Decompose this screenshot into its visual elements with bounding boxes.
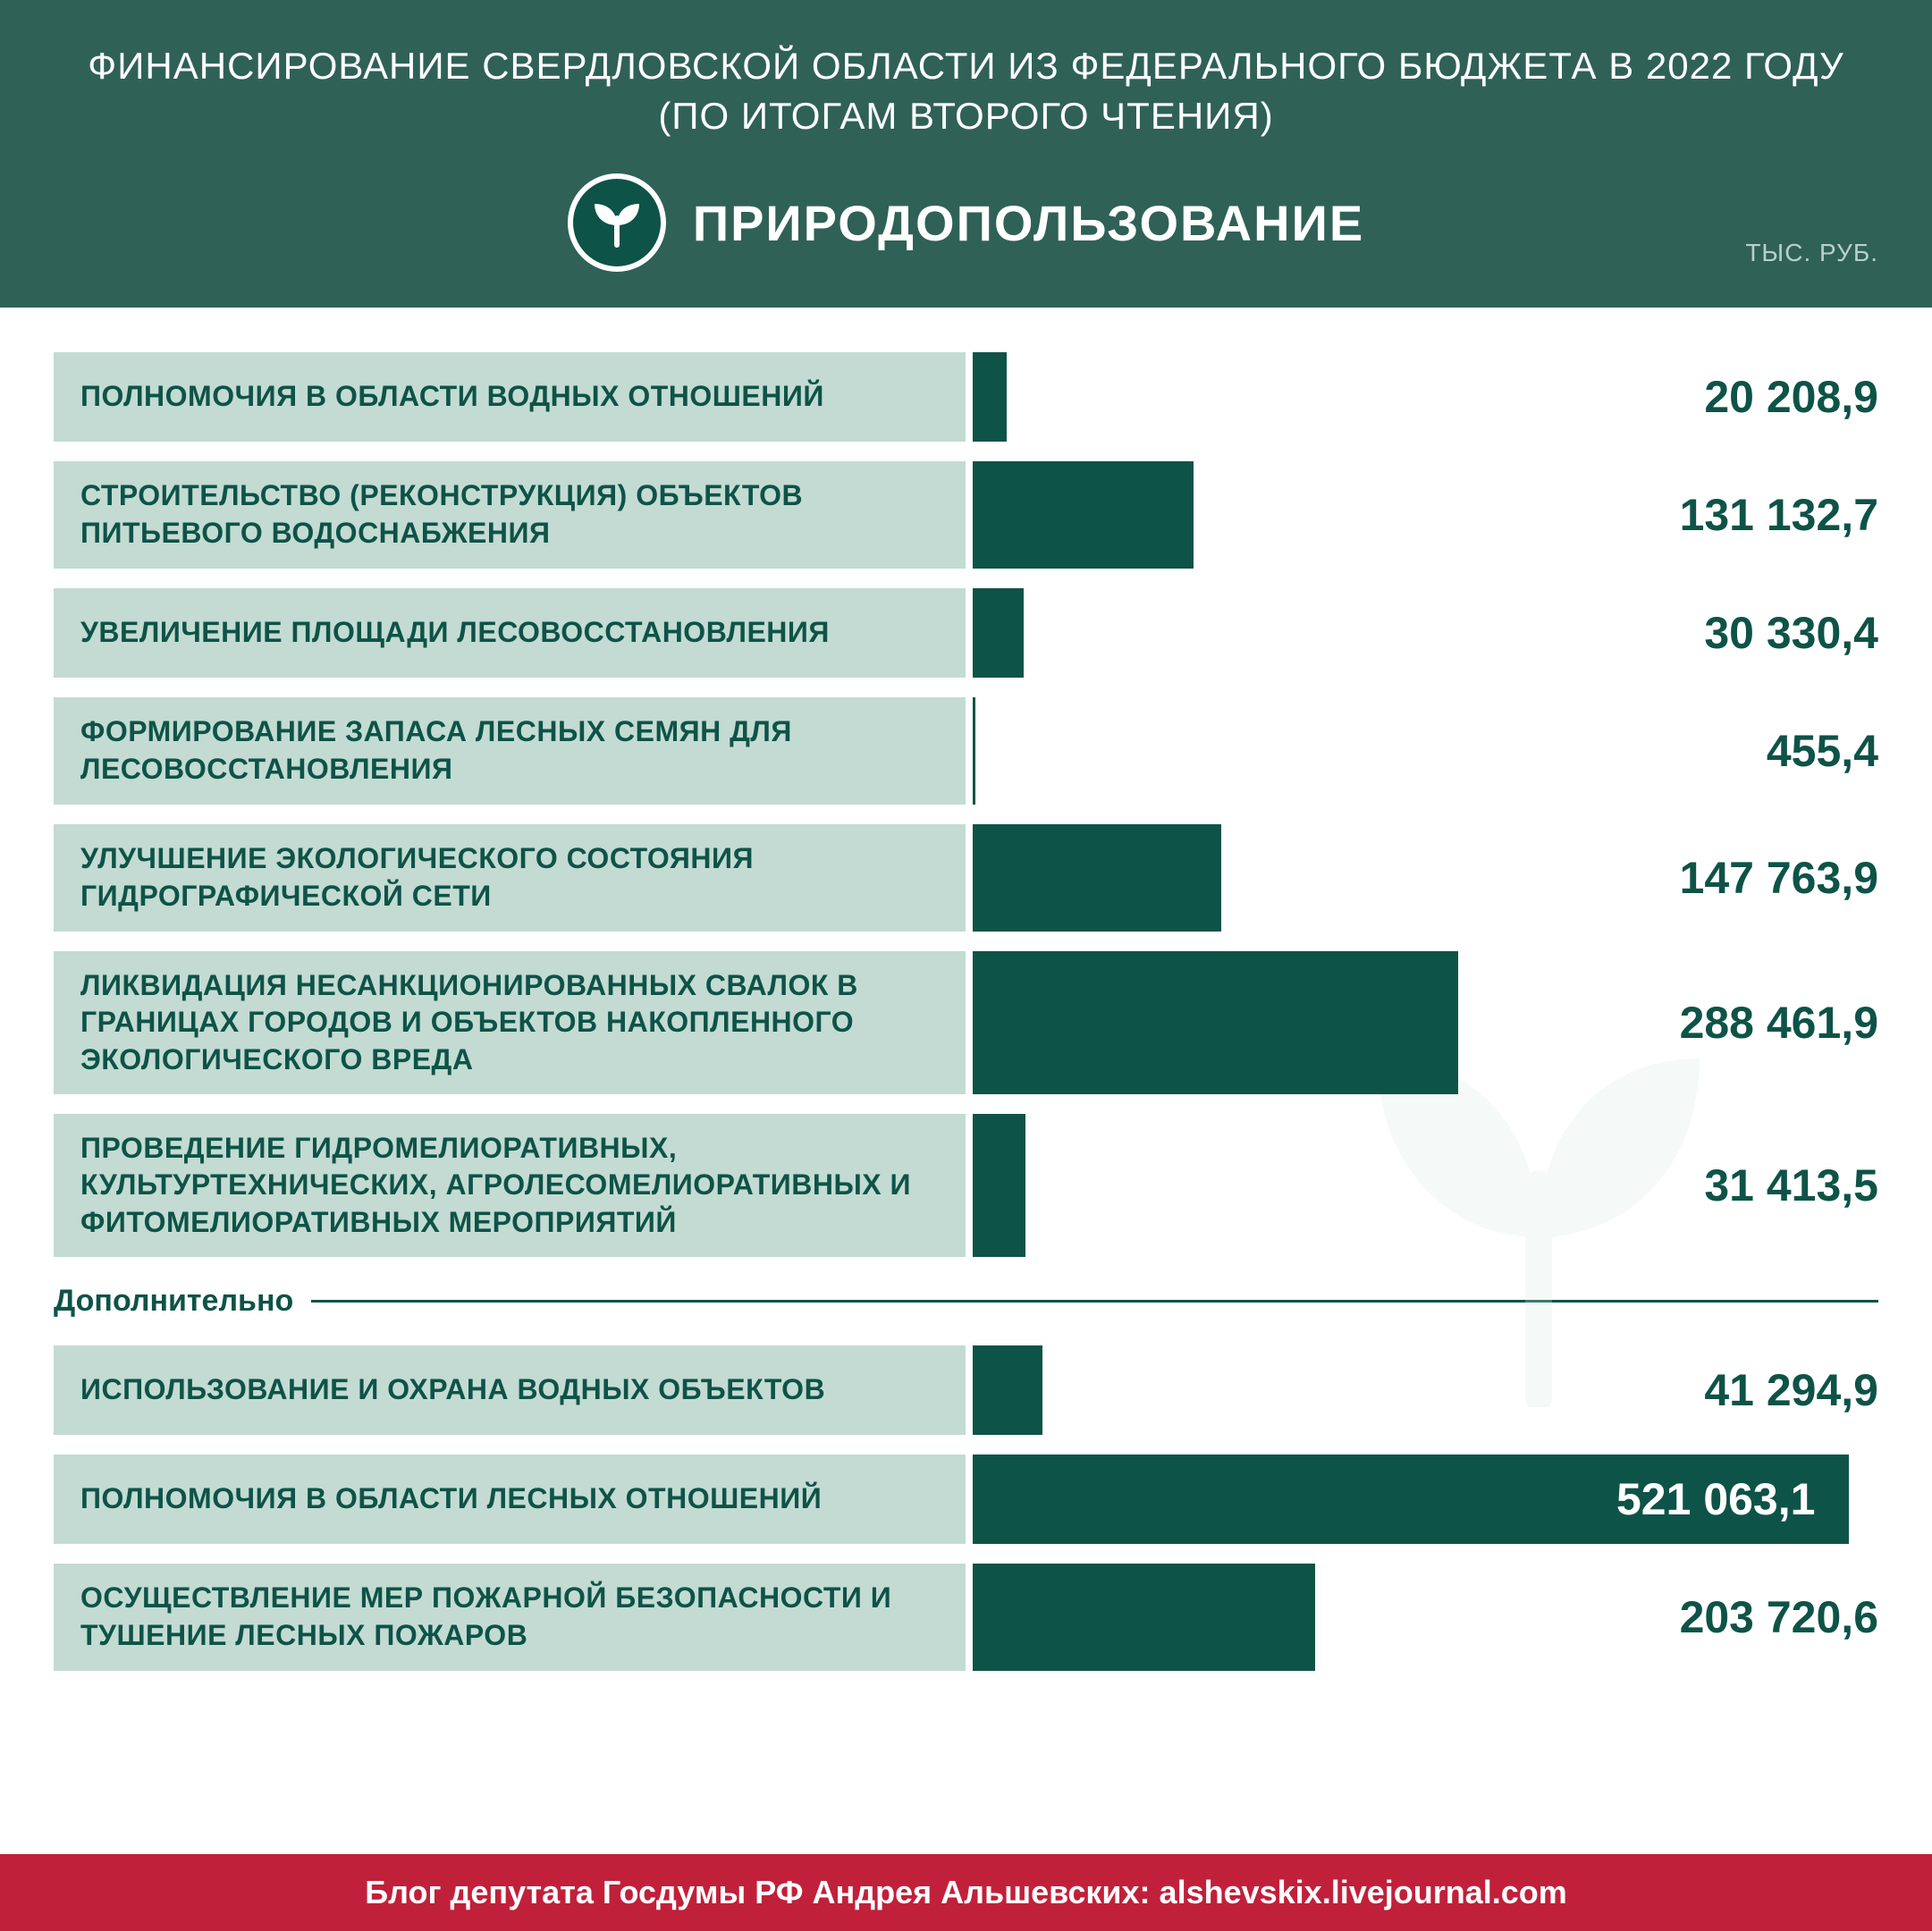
chart-row: ФОРМИРОВАНИЕ ЗАПАСА ЛЕСНЫХ СЕМЯН ДЛЯ ЛЕС… xyxy=(54,697,1878,805)
row-label: ОСУЩЕСТВЛЕНИЕ МЕР ПОЖАРНОЙ БЕЗОПАСНОСТИ … xyxy=(54,1564,966,1671)
bar-area: 20 208,9 xyxy=(966,352,1878,442)
row-value: 30 330,4 xyxy=(1704,607,1878,659)
chart-content: ПОЛНОМОЧИЯ В ОБЛАСТИ ВОДНЫХ ОТНОШЕНИЙ 20 … xyxy=(0,308,1932,1726)
row-value: 521 063,1 xyxy=(1616,1473,1815,1525)
chart-row: ПОЛНОМОЧИЯ В ОБЛАСТИ ЛЕСНЫХ ОТНОШЕНИЙ 521… xyxy=(54,1455,1878,1544)
row-label: ПРОВЕДЕНИЕ ГИДРОМЕЛИОРАТИВНЫХ, КУЛЬТУРТЕ… xyxy=(54,1114,966,1257)
row-value: 203 720,6 xyxy=(1680,1591,1878,1643)
chart-row: ИСПОЛЬЗОВАНИЕ И ОХРАНА ВОДНЫХ ОБЪЕКТОВ 41… xyxy=(54,1345,1878,1435)
row-value: 20 208,9 xyxy=(1704,371,1878,423)
row-value: 147 763,9 xyxy=(1680,852,1878,904)
main-rows: ПОЛНОМОЧИЯ В ОБЛАСТИ ВОДНЫХ ОТНОШЕНИЙ 20 … xyxy=(54,352,1878,1257)
row-label: УВЕЛИЧЕНИЕ ПЛОЩАДИ ЛЕСОВОССТАНОВЛЕНИЯ xyxy=(54,588,966,678)
bar-area: 31 413,5 xyxy=(966,1114,1878,1257)
bar-area: 147 763,9 xyxy=(966,824,1878,932)
row-value: 41 294,9 xyxy=(1704,1364,1878,1416)
row-label: ПОЛНОМОЧИЯ В ОБЛАСТИ ЛЕСНЫХ ОТНОШЕНИЙ xyxy=(54,1455,966,1544)
row-value: 455,4 xyxy=(1767,725,1878,777)
row-label: ЛИКВИДАЦИЯ НЕСАНКЦИОНИРОВАННЫХ СВАЛОК В … xyxy=(54,951,966,1094)
divider-row: Дополнительно xyxy=(54,1284,1878,1319)
row-value: 31 413,5 xyxy=(1704,1159,1878,1211)
sprout-icon xyxy=(568,173,666,272)
chart-row: УВЕЛИЧЕНИЕ ПЛОЩАДИ ЛЕСОВОССТАНОВЛЕНИЯ 30 … xyxy=(54,588,1878,678)
chart-row: СТРОИТЕЛЬСТВО (РЕКОНСТРУКЦИЯ) ОБЪЕКТОВ П… xyxy=(54,461,1878,569)
chart-row: ПОЛНОМОЧИЯ В ОБЛАСТИ ВОДНЫХ ОТНОШЕНИЙ 20 … xyxy=(54,352,1878,442)
bar xyxy=(973,1114,1025,1257)
header: ФИНАНСИРОВАНИЕ СВЕРДЛОВСКОЙ ОБЛАСТИ ИЗ Ф… xyxy=(0,0,1932,308)
footer-text: Блог депутата Госдумы РФ Андрея Альшевск… xyxy=(365,1874,1567,1910)
chart-row: ЛИКВИДАЦИЯ НЕСАНКЦИОНИРОВАННЫХ СВАЛОК В … xyxy=(54,951,1878,1094)
title-sub: (ПО ИТОГАМ ВТОРОГО ЧТЕНИЯ) xyxy=(54,95,1878,138)
divider-line xyxy=(311,1300,1878,1303)
bar-area: 203 720,6 xyxy=(966,1564,1878,1671)
bar-area: 288 461,9 xyxy=(966,951,1878,1094)
bar xyxy=(973,951,1458,1094)
bar-area: 41 294,9 xyxy=(966,1345,1878,1435)
divider-label: Дополнительно xyxy=(54,1284,293,1319)
bar-area: 521 063,1 xyxy=(966,1455,1878,1544)
chart-row: ПРОВЕДЕНИЕ ГИДРОМЕЛИОРАТИВНЫХ, КУЛЬТУРТЕ… xyxy=(54,1114,1878,1257)
units-label: ТЫС. РУБ. xyxy=(1745,239,1878,267)
row-label: ИСПОЛЬЗОВАНИЕ И ОХРАНА ВОДНЫХ ОБЪЕКТОВ xyxy=(54,1345,966,1435)
chart-row: УЛУЧШЕНИЕ ЭКОЛОГИЧЕСКОГО СОСТОЯНИЯ ГИДРО… xyxy=(54,824,1878,932)
bar xyxy=(973,697,975,805)
row-value: 131 132,7 xyxy=(1680,489,1878,541)
bar xyxy=(973,1564,1315,1671)
bar xyxy=(973,461,1194,569)
bar xyxy=(973,352,1007,442)
title-main: ФИНАНСИРОВАНИЕ СВЕРДЛОВСКОЙ ОБЛАСТИ ИЗ Ф… xyxy=(54,45,1878,88)
bar xyxy=(973,588,1024,678)
bar-area: 30 330,4 xyxy=(966,588,1878,678)
footer: Блог депутата Госдумы РФ Андрея Альшевск… xyxy=(0,1854,1932,1931)
bar-area: 131 132,7 xyxy=(966,461,1878,569)
row-label: УЛУЧШЕНИЕ ЭКОЛОГИЧЕСКОГО СОСТОЯНИЯ ГИДРО… xyxy=(54,824,966,932)
bar-area: 455,4 xyxy=(966,697,1878,805)
category-row: ПРИРОДОПОЛЬЗОВАНИЕ xyxy=(54,173,1878,272)
row-label: ФОРМИРОВАНИЕ ЗАПАСА ЛЕСНЫХ СЕМЯН ДЛЯ ЛЕС… xyxy=(54,697,966,805)
row-label: СТРОИТЕЛЬСТВО (РЕКОНСТРУКЦИЯ) ОБЪЕКТОВ П… xyxy=(54,461,966,569)
row-label: ПОЛНОМОЧИЯ В ОБЛАСТИ ВОДНЫХ ОТНОШЕНИЙ xyxy=(54,352,966,442)
row-value: 288 461,9 xyxy=(1680,997,1878,1049)
bar xyxy=(973,1345,1042,1435)
category-name: ПРИРОДОПОЛЬЗОВАНИЕ xyxy=(693,194,1364,252)
chart-row: ОСУЩЕСТВЛЕНИЕ МЕР ПОЖАРНОЙ БЕЗОПАСНОСТИ … xyxy=(54,1564,1878,1671)
bar xyxy=(973,824,1221,932)
extra-rows: ИСПОЛЬЗОВАНИЕ И ОХРАНА ВОДНЫХ ОБЪЕКТОВ 41… xyxy=(54,1345,1878,1671)
